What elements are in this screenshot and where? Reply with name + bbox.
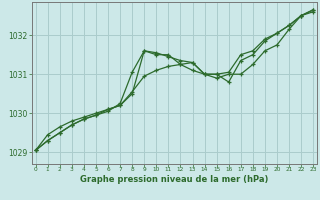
X-axis label: Graphe pression niveau de la mer (hPa): Graphe pression niveau de la mer (hPa) bbox=[80, 175, 268, 184]
